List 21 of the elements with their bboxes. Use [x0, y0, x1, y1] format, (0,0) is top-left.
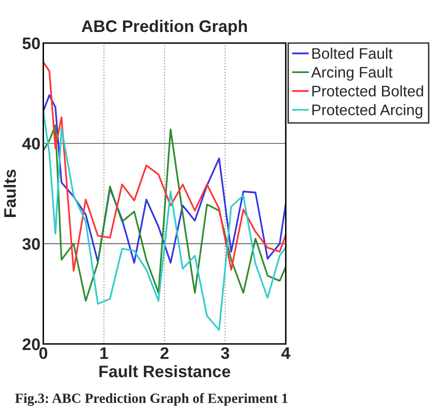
line-series — [43, 124, 286, 302]
y-tick-label: 40 — [22, 138, 40, 150]
legend-label: Arcing Fault — [311, 66, 393, 81]
legend-label: Bolted Fault — [312, 48, 393, 59]
x-axis-title: Fault Resistance — [99, 365, 230, 378]
legend-label: Protected Bolted — [312, 85, 424, 97]
line-series — [43, 94, 286, 264]
y-tick-label: 20 — [22, 338, 40, 350]
x-tick-label: 1 — [100, 347, 108, 359]
x-tick-label: 4 — [281, 347, 290, 359]
y-tick-label: 50 — [22, 37, 40, 50]
line-series — [43, 61, 286, 272]
chart-title: ABC Predition Graph — [82, 20, 247, 36]
x-tick-label: 2 — [160, 347, 169, 359]
x-tick-label: 3 — [220, 347, 230, 360]
line-series — [43, 110, 286, 331]
y-tick-label: 30 — [22, 238, 40, 250]
legend-label: Protected Arcing — [312, 104, 422, 118]
x-tick-label: 0 — [39, 347, 48, 360]
y-axis-title: Faults — [4, 170, 16, 217]
caption: Fig.3: ABC Prediction Graph of Experiment 1 — [15, 393, 288, 406]
